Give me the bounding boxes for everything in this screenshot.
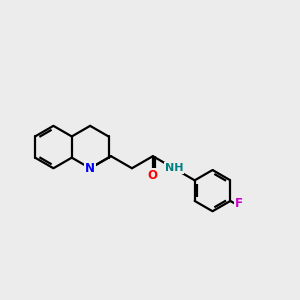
Text: N: N bbox=[85, 162, 95, 175]
Text: O: O bbox=[148, 169, 158, 182]
Text: NH: NH bbox=[164, 163, 183, 173]
Text: F: F bbox=[235, 197, 242, 210]
